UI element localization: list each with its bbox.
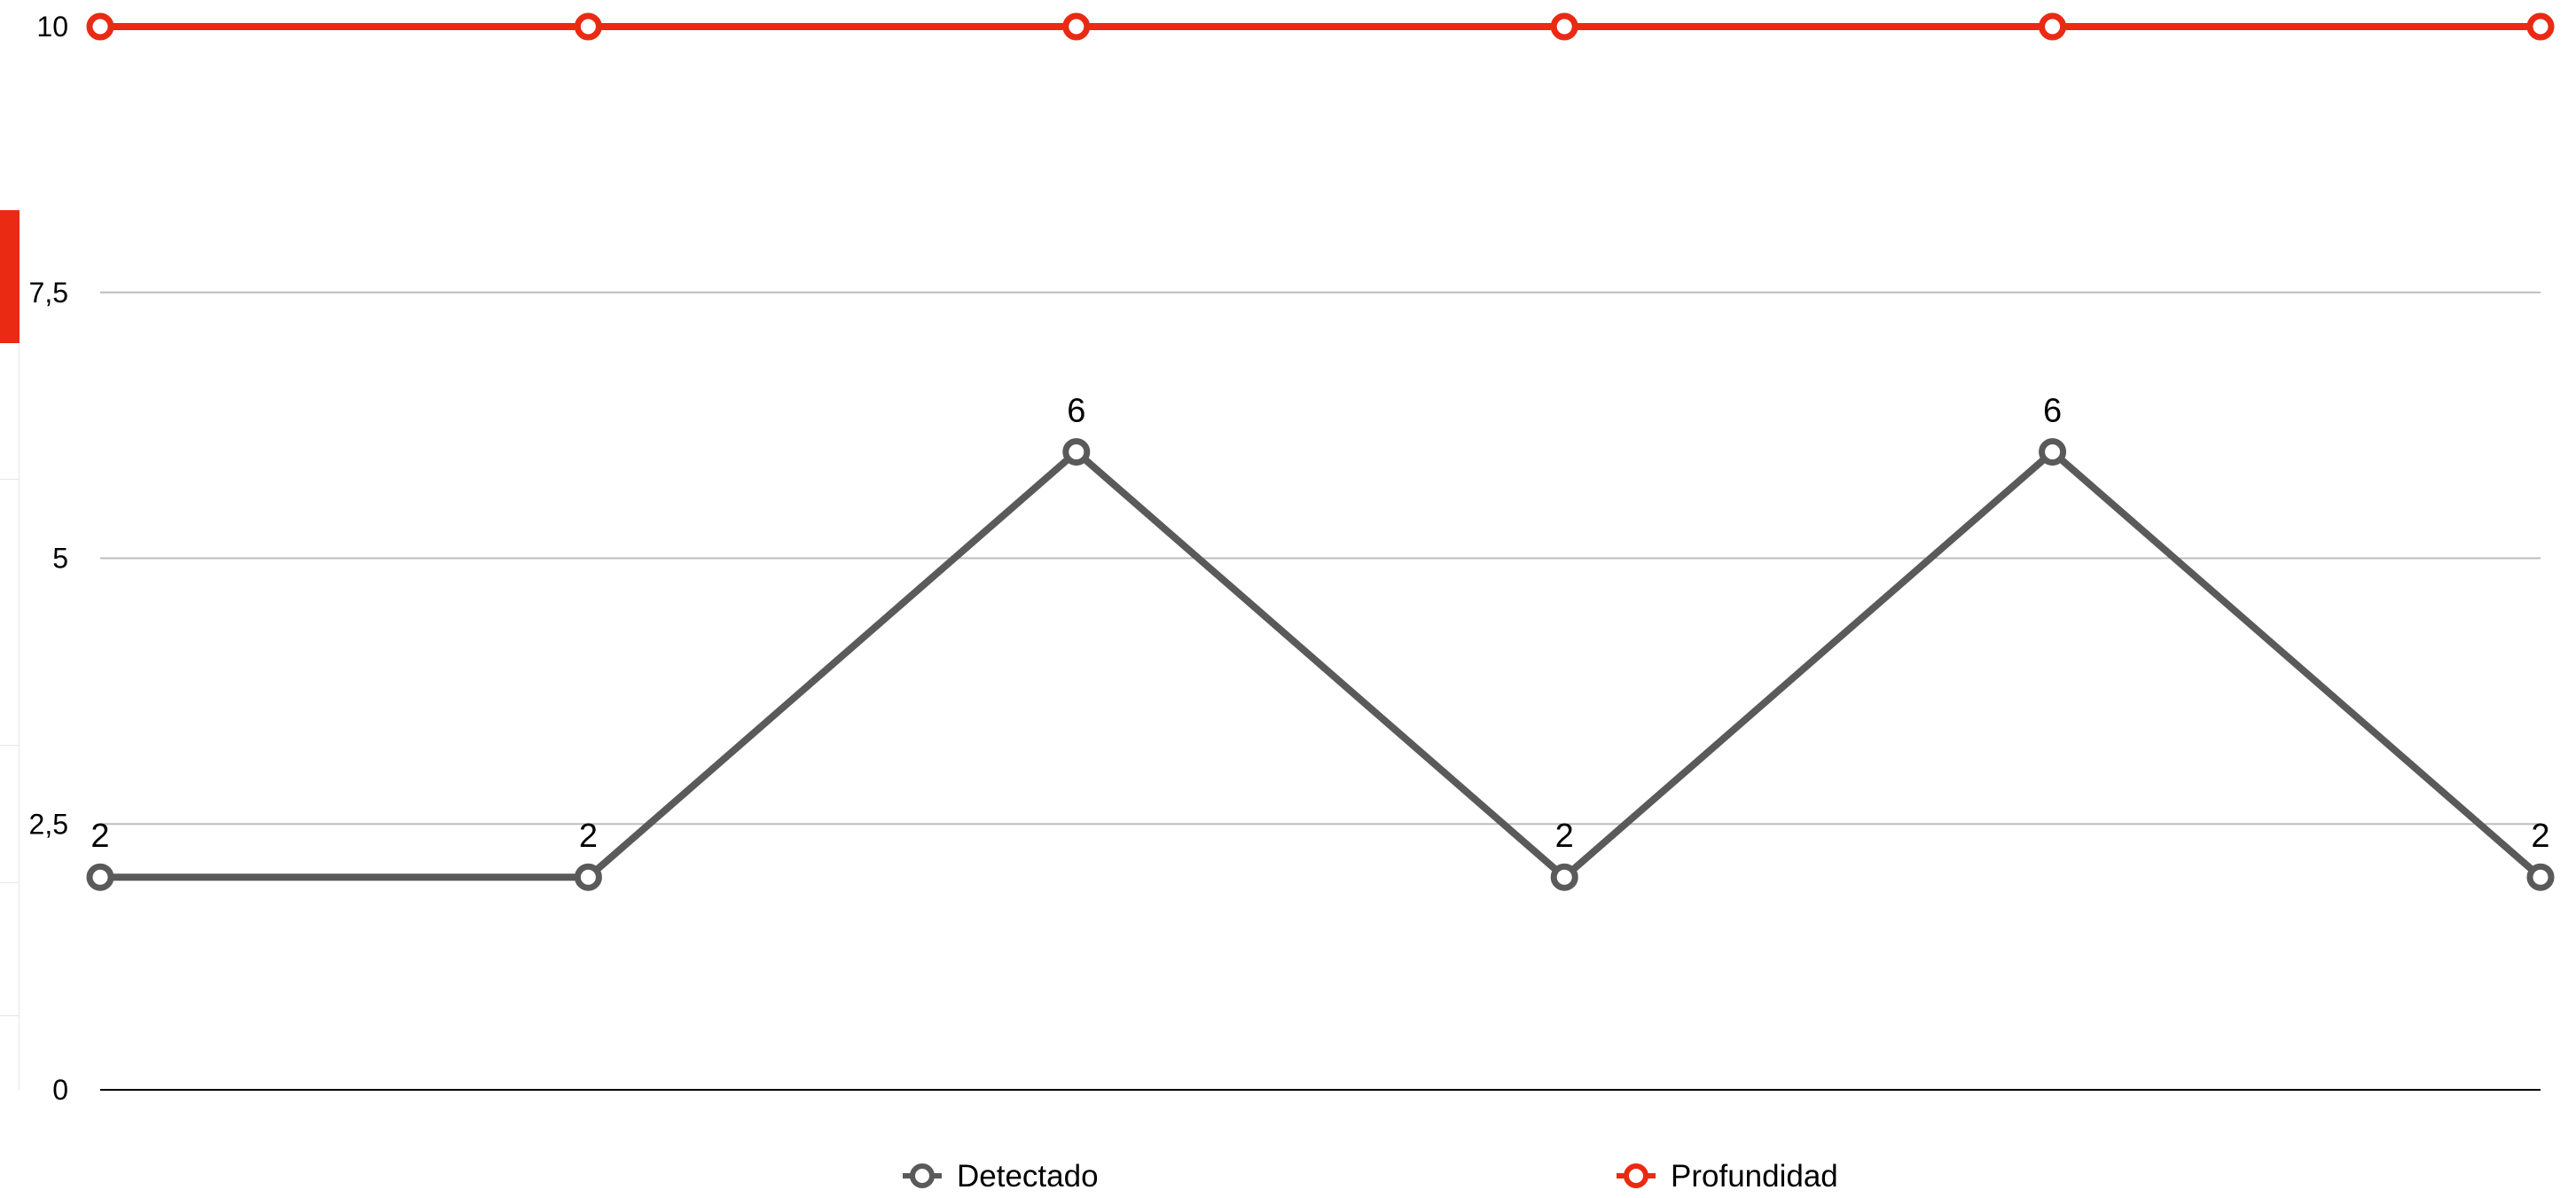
data-label: 6 [1067,393,1085,430]
legend-marker-icon [910,1163,935,1188]
legend-label: Detectado [957,1159,1099,1194]
series-layer [86,12,2555,891]
y-tick-label: 0 [52,1074,68,1106]
side-panel-divider [0,479,20,480]
data-point-profundidad [2526,12,2555,41]
y-tick-label: 2,5 [29,808,68,840]
data-point-profundidad [574,12,602,41]
data-point-detectado [2039,438,2067,466]
data-point-detectado [86,863,114,891]
data-label: 2 [579,818,598,855]
data-point-profundidad [1550,12,1578,41]
data-label: 6 [2043,393,2062,430]
data-point-profundidad [1062,12,1091,41]
data-point-detectado [1550,863,1578,891]
data-label: 2 [2531,818,2549,855]
data-label: 2 [1555,818,1574,855]
data-point-profundidad [86,12,114,41]
data-point-detectado [574,863,602,891]
side-panel-divider [0,1015,20,1016]
data-point-detectado [1062,438,1091,466]
side-panel-divider [0,882,20,883]
legend-label: Profundidad [1671,1159,1838,1194]
side-panel-tab-mark [0,474,6,505]
side-panel-divider [0,745,20,746]
side-panel-tab[interactable] [0,210,20,505]
data-point-profundidad [2039,12,2067,41]
data-labels: 2 2 6 2 6 2 [90,393,2549,856]
legend-marker-icon [1624,1163,1648,1188]
y-tick-label: 10 [36,11,68,43]
data-point-detectado [2526,863,2555,891]
y-axis: 0 2,5 5 7,5 10 [29,11,68,1106]
series-line-detectado [97,448,2544,881]
side-panel-divider [19,344,20,1091]
legend: Detectado Profundidad [903,1159,1838,1194]
y-tick-label: 5 [52,543,68,575]
y-tick-label: 7,5 [29,277,68,309]
data-label: 2 [90,818,109,855]
